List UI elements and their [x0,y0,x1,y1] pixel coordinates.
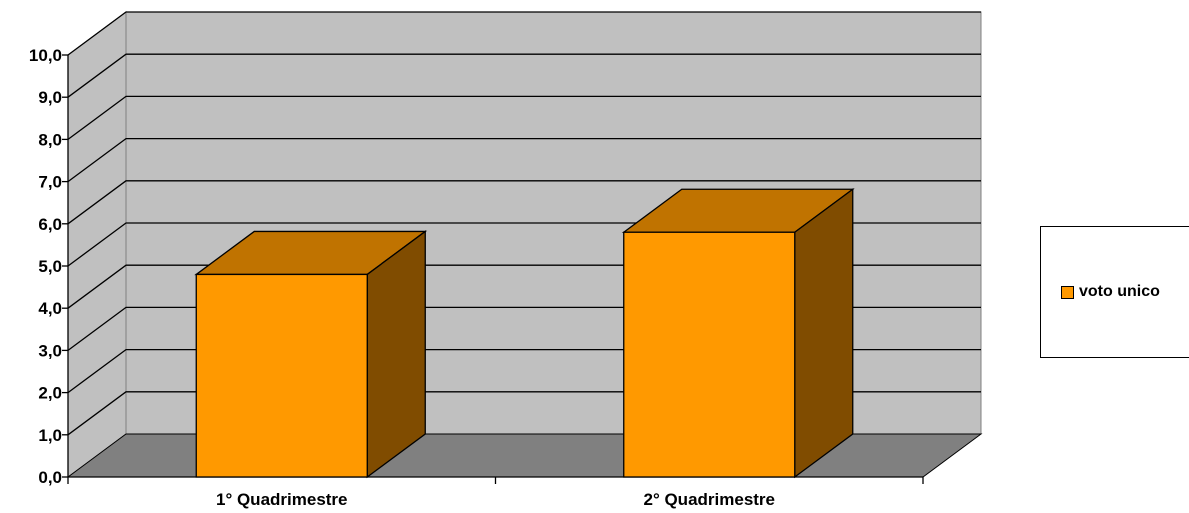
legend-item: voto unico [1061,283,1160,301]
legend-label: voto unico [1079,283,1160,301]
x-category-labels: 1° Quadrimestre 2° Quadrimestre [216,490,775,509]
bar-side [367,231,425,477]
bar [196,231,425,477]
bar-front [196,274,367,477]
y-tick-label: 7,0 [38,173,62,192]
y-tick-label: 6,0 [38,215,62,234]
bar [624,189,853,477]
y-tick-label: 8,0 [38,130,62,149]
x-category-label: 1° Quadrimestre [216,490,348,509]
y-tick-label: 0,0 [38,468,62,487]
x-category-label: 2° Quadrimestre [643,490,775,509]
bar-front [624,232,795,477]
y-tick-label: 10,0 [29,46,62,65]
bar-side [795,189,853,477]
legend: voto unico [1040,226,1189,358]
y-tick-label: 4,0 [38,299,62,318]
y-tick-label: 1,0 [38,426,62,445]
y-tick-label: 2,0 [38,384,62,403]
legend-swatch [1061,286,1074,299]
y-tick-label: 9,0 [38,88,62,107]
y-tick-label: 3,0 [38,341,62,360]
y-tick-labels: 0,0 1,0 2,0 3,0 4,0 5,0 6,0 7,0 8,0 9,0 10,0 [29,46,62,487]
y-tick-label: 5,0 [38,257,62,276]
